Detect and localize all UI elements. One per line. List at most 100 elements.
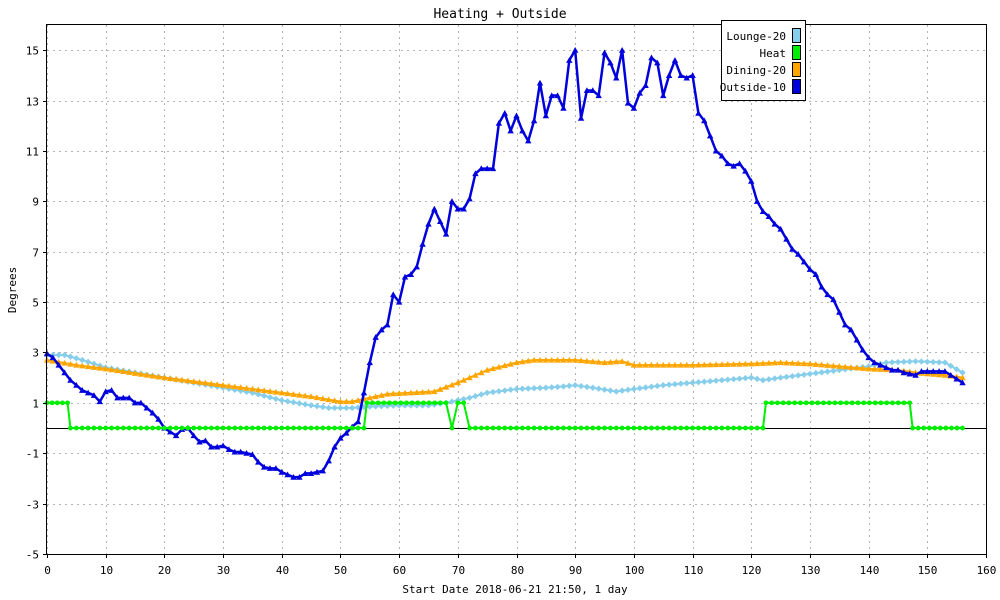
data-point xyxy=(120,425,126,431)
data-point xyxy=(413,263,420,270)
x-tick-label: 40 xyxy=(276,564,289,577)
data-point xyxy=(178,376,186,383)
data-point xyxy=(407,389,415,396)
data-point xyxy=(296,400,303,407)
data-point xyxy=(654,425,660,431)
y-tick-label: 5 xyxy=(32,297,39,310)
data-point xyxy=(660,92,667,99)
data-point xyxy=(624,386,632,394)
data-point xyxy=(501,362,508,369)
data-point xyxy=(102,365,109,372)
x-tick-label: 60 xyxy=(393,564,406,577)
data-point xyxy=(313,468,321,475)
data-point xyxy=(607,59,614,66)
data-point xyxy=(237,384,244,391)
data-point xyxy=(754,425,760,431)
data-point xyxy=(284,398,291,405)
data-point xyxy=(225,382,233,389)
data-point xyxy=(343,398,350,405)
data-point xyxy=(654,361,661,368)
data-point xyxy=(296,473,303,480)
x-tick-label: 70 xyxy=(452,564,465,577)
data-point xyxy=(125,394,133,401)
data-point xyxy=(225,446,233,453)
data-point xyxy=(826,400,832,406)
data-point xyxy=(114,367,121,374)
data-point xyxy=(872,400,878,406)
x-tick-label: 20 xyxy=(158,564,171,577)
data-point xyxy=(566,382,573,390)
data-point xyxy=(172,432,180,439)
x-tick-label: 50 xyxy=(334,564,347,577)
data-point xyxy=(935,359,943,366)
data-point xyxy=(542,384,550,391)
data-point xyxy=(760,425,766,431)
data-point xyxy=(883,364,890,371)
data-point xyxy=(630,104,638,111)
data-point xyxy=(630,361,638,368)
data-point xyxy=(577,382,585,390)
data-point xyxy=(912,371,919,378)
data-point xyxy=(290,399,297,406)
data-point xyxy=(548,384,555,391)
data-point xyxy=(836,363,843,369)
data-point xyxy=(449,425,455,431)
data-point xyxy=(855,400,861,406)
data-point xyxy=(859,346,866,353)
data-point xyxy=(800,360,808,367)
chart-title: Heating + Outside xyxy=(433,7,566,22)
data-point xyxy=(102,388,109,395)
data-point xyxy=(871,359,878,366)
data-point xyxy=(838,400,844,406)
data-point xyxy=(571,356,579,363)
y-tick-label: 3 xyxy=(32,347,39,360)
data-point xyxy=(97,425,103,431)
data-point xyxy=(578,425,584,431)
data-point xyxy=(419,388,426,395)
data-point xyxy=(501,109,508,116)
data-point xyxy=(696,425,701,431)
data-point xyxy=(595,385,602,392)
data-point xyxy=(131,399,139,406)
data-point xyxy=(906,358,913,365)
data-point xyxy=(466,195,473,202)
data-point xyxy=(800,371,808,378)
data-point xyxy=(901,400,907,406)
data-point xyxy=(912,358,919,365)
data-point xyxy=(84,358,92,366)
data-point xyxy=(267,425,273,431)
data-point xyxy=(759,208,767,214)
data-point xyxy=(478,425,484,431)
data-point xyxy=(583,357,591,364)
data-point xyxy=(366,403,373,410)
data-point xyxy=(483,366,491,373)
data-point xyxy=(331,443,338,450)
series-layer xyxy=(43,46,966,480)
data-point xyxy=(683,74,690,81)
data-point xyxy=(196,379,203,385)
data-point xyxy=(678,425,684,431)
data-point xyxy=(941,368,949,374)
data-point xyxy=(572,425,578,431)
data-point xyxy=(79,387,86,393)
data-point xyxy=(125,369,133,375)
data-point xyxy=(932,425,938,431)
legend-swatch xyxy=(792,79,801,94)
data-point xyxy=(302,392,309,399)
data-point xyxy=(742,167,749,174)
data-point xyxy=(537,425,543,431)
legend-swatch xyxy=(792,62,801,77)
data-point xyxy=(266,388,274,394)
data-point xyxy=(361,425,367,431)
data-point xyxy=(683,361,690,368)
data-point xyxy=(566,425,572,431)
data-point xyxy=(624,99,632,106)
data-point xyxy=(815,400,821,406)
data-point xyxy=(619,425,625,431)
data-point xyxy=(883,359,890,366)
data-point xyxy=(918,358,925,365)
data-point xyxy=(272,395,280,403)
data-point xyxy=(185,425,191,431)
data-point xyxy=(502,425,508,431)
data-point xyxy=(806,360,814,367)
